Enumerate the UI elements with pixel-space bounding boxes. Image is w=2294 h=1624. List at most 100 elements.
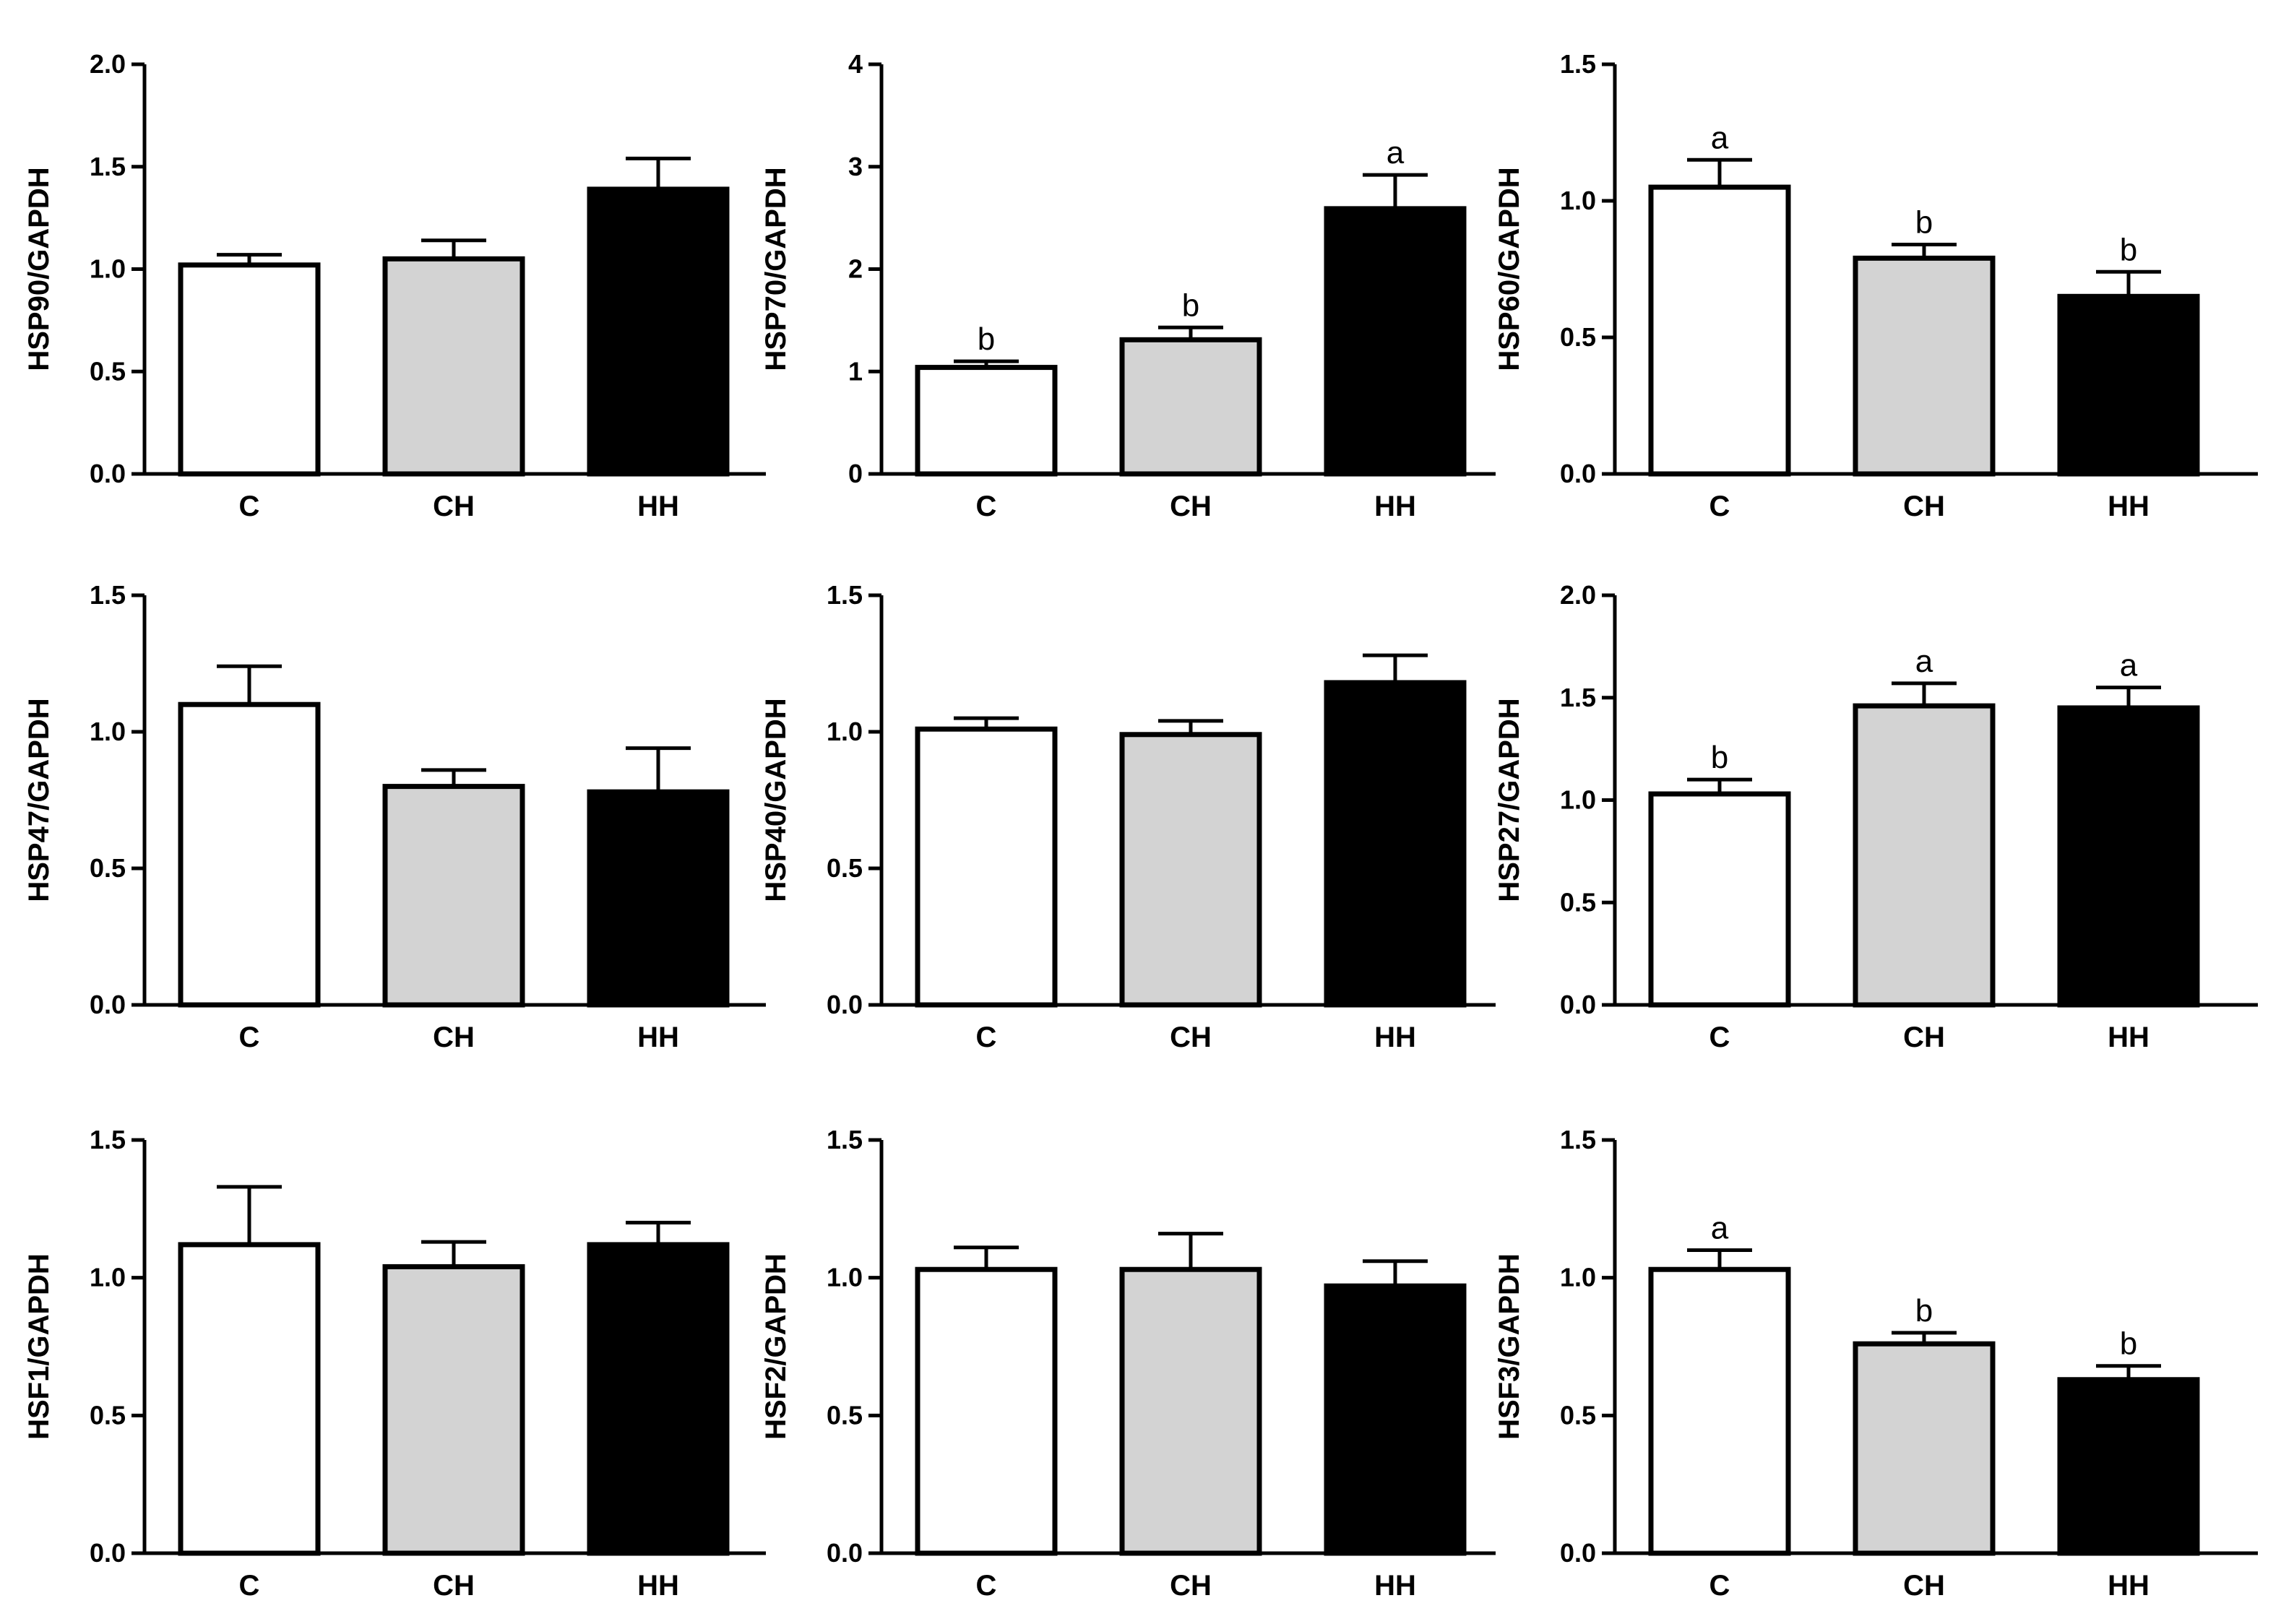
y-tick-label: 0.5 <box>90 356 126 386</box>
significance-label: a <box>1915 644 1933 679</box>
bar-hh <box>587 789 730 1008</box>
chart-panel-8: 0.0 0.5 1.0 1.5 HSF3/GAPDH a Cb CH b HH <box>1493 1125 2258 1602</box>
y-tick-label: 1.0 <box>90 1263 126 1292</box>
x-tick-label: C <box>1709 491 1730 522</box>
chart-panel-1: 0 1 2 3 4 HSP70/GAPDH b Cb CH a HH <box>760 49 1496 522</box>
y-tick-label: 0.0 <box>1560 1538 1596 1568</box>
y-tick-label: 0.5 <box>1560 322 1596 352</box>
y-axis-label: HSF2/GAPDH <box>760 1253 792 1440</box>
x-tick-label: CH <box>1903 491 1945 522</box>
bar-ch <box>1119 337 1262 477</box>
x-tick-label: CH <box>1903 1570 1945 1602</box>
bar-ch <box>382 1264 525 1556</box>
significance-label: a <box>2120 648 2138 683</box>
bar-c <box>178 262 321 477</box>
bar-c <box>1648 791 1791 1008</box>
y-tick-label: 2.0 <box>90 49 126 79</box>
x-tick-label: CH <box>1903 1022 1945 1053</box>
y-axis-label: HSP40/GAPDH <box>760 698 792 902</box>
y-tick-label: 0.5 <box>90 853 126 883</box>
y-tick-label: 0.0 <box>90 1538 126 1568</box>
bar-hh <box>587 1242 730 1556</box>
x-tick-label: CH <box>433 1022 475 1053</box>
y-tick-label: 2.0 <box>1560 580 1596 610</box>
bar-c <box>915 365 1058 477</box>
significance-label: a <box>1711 1211 1729 1246</box>
chart-panel-4: 0.0 0.5 1.0 1.5 HSP40/GAPDH C CH HH <box>760 580 1496 1053</box>
y-tick-label: 0.5 <box>1560 887 1596 917</box>
y-tick-label: 2 <box>848 254 863 284</box>
y-tick-label: 1.0 <box>1560 785 1596 815</box>
chart-panel-0: 0.0 0.5 1.0 1.5 2.0 HSP90/GAPDH C CH HH <box>23 49 766 522</box>
y-tick-label: 1 <box>848 356 863 386</box>
x-tick-label: C <box>1709 1022 1730 1053</box>
bar-ch <box>382 784 525 1008</box>
significance-label: a <box>1711 120 1729 155</box>
chart-panel-2: 0.0 0.5 1.0 1.5 HSP60/GAPDH a Cb CH b HH <box>1493 49 2258 522</box>
x-tick-label: HH <box>2108 491 2149 522</box>
x-tick-label: CH <box>433 491 475 522</box>
y-axis-label: HSP27/GAPDH <box>1493 698 1525 902</box>
x-tick-label: C <box>239 1022 260 1053</box>
y-tick-label: 1.5 <box>90 580 126 610</box>
y-tick-label: 1.5 <box>827 1125 863 1154</box>
bar-ch <box>1119 1266 1262 1556</box>
x-tick-label: HH <box>1374 1022 1416 1053</box>
bar-ch <box>1853 703 1996 1008</box>
y-axis-label: HSF1/GAPDH <box>23 1253 55 1440</box>
y-tick-label: 0.0 <box>90 990 126 1019</box>
x-tick-label: HH <box>637 1570 679 1602</box>
y-axis-label: HSP70/GAPDH <box>760 167 792 371</box>
significance-label: b <box>978 321 995 357</box>
bar-ch <box>1853 1341 1996 1556</box>
significance-label: b <box>2120 232 2137 267</box>
y-tick-label: 1.5 <box>1560 49 1596 79</box>
y-tick-label: 1.0 <box>827 1263 863 1292</box>
x-tick-label: HH <box>2108 1022 2149 1053</box>
y-tick-label: 0.0 <box>1560 990 1596 1019</box>
x-tick-label: CH <box>433 1570 475 1602</box>
y-tick-label: 1.0 <box>90 717 126 746</box>
significance-label: a <box>1387 135 1405 170</box>
y-tick-label: 0 <box>848 459 863 488</box>
x-tick-label: HH <box>1374 491 1416 522</box>
y-tick-label: 0.5 <box>1560 1400 1596 1430</box>
x-tick-label: HH <box>637 1022 679 1053</box>
y-tick-label: 0.0 <box>827 1538 863 1568</box>
bar-c <box>915 1266 1058 1556</box>
bar-ch <box>1853 255 1996 477</box>
y-axis-label: HSF3/GAPDH <box>1493 1253 1525 1440</box>
bar-hh <box>1324 680 1467 1008</box>
bar-c <box>915 726 1058 1008</box>
y-tick-label: 1.5 <box>90 1125 126 1154</box>
bar-c <box>178 1242 321 1556</box>
bar-c <box>1648 1266 1791 1556</box>
bar-hh <box>1324 206 1467 477</box>
y-tick-label: 0.5 <box>90 1400 126 1430</box>
x-tick-label: C <box>976 1022 997 1053</box>
chart-panel-3: 0.0 0.5 1.0 1.5 HSP47/GAPDH C CH HH <box>23 580 766 1053</box>
y-tick-label: 1.5 <box>1560 1125 1596 1154</box>
y-tick-label: 1.0 <box>1560 1263 1596 1292</box>
significance-label: b <box>1915 204 1933 240</box>
y-tick-label: 0.0 <box>90 459 126 488</box>
y-tick-label: 1.5 <box>1560 683 1596 712</box>
x-tick-label: HH <box>1374 1570 1416 1602</box>
x-tick-label: CH <box>1170 1570 1212 1602</box>
bar-hh <box>2057 1377 2200 1556</box>
significance-label: b <box>2120 1326 2137 1362</box>
bar-c <box>178 701 321 1008</box>
y-tick-label: 1.0 <box>1560 186 1596 215</box>
bar-hh <box>587 186 730 477</box>
y-tick-label: 3 <box>848 152 863 181</box>
chart-panel-7: 0.0 0.5 1.0 1.5 HSF2/GAPDH C CH HH <box>760 1125 1496 1602</box>
significance-label: b <box>1915 1293 1933 1329</box>
y-tick-label: 4 <box>848 49 863 79</box>
significance-label: b <box>1182 288 1199 323</box>
bar-hh <box>2057 293 2200 477</box>
x-tick-label: CH <box>1170 1022 1212 1053</box>
y-tick-label: 0.0 <box>827 990 863 1019</box>
bar-ch <box>1119 732 1262 1008</box>
x-tick-label: CH <box>1170 491 1212 522</box>
